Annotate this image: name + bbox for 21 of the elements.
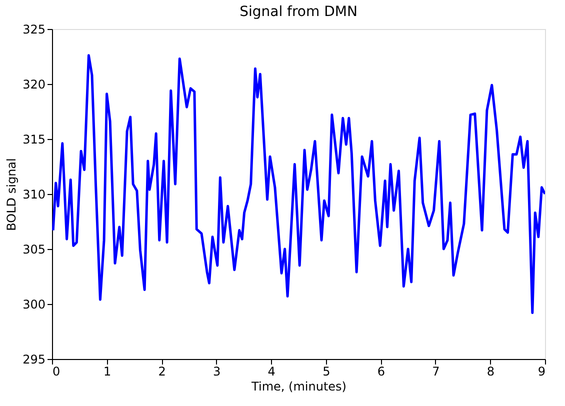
- x-axis-title: Time, (minutes): [250, 380, 346, 394]
- y-tick-label: 300: [22, 298, 46, 312]
- x-tick-label: 9: [538, 364, 546, 378]
- y-tick-label: 315: [22, 132, 46, 146]
- x-tick-label: 3: [213, 364, 221, 378]
- x-tick-label: 0: [52, 364, 60, 378]
- y-axis-title: BOLD signal: [4, 158, 19, 231]
- y-tick-label: 305: [22, 242, 46, 256]
- x-tick-label: 1: [103, 364, 112, 378]
- x-tick-label: 6: [377, 364, 385, 378]
- y-tick-label: 295: [22, 352, 46, 366]
- x-tick-label: 2: [158, 364, 166, 378]
- x-tick-label: 8: [486, 364, 495, 378]
- line-series: [52, 54, 545, 314]
- x-tick-label: 5: [322, 364, 330, 378]
- chart-title: Signal from DMN: [240, 4, 358, 20]
- x-tick-label: 4: [268, 364, 276, 378]
- x-tick-label: 7: [432, 364, 440, 378]
- y-tick-label: 325: [22, 22, 46, 36]
- y-tick-label: 310: [22, 188, 46, 202]
- y-tick-label: 320: [22, 78, 46, 92]
